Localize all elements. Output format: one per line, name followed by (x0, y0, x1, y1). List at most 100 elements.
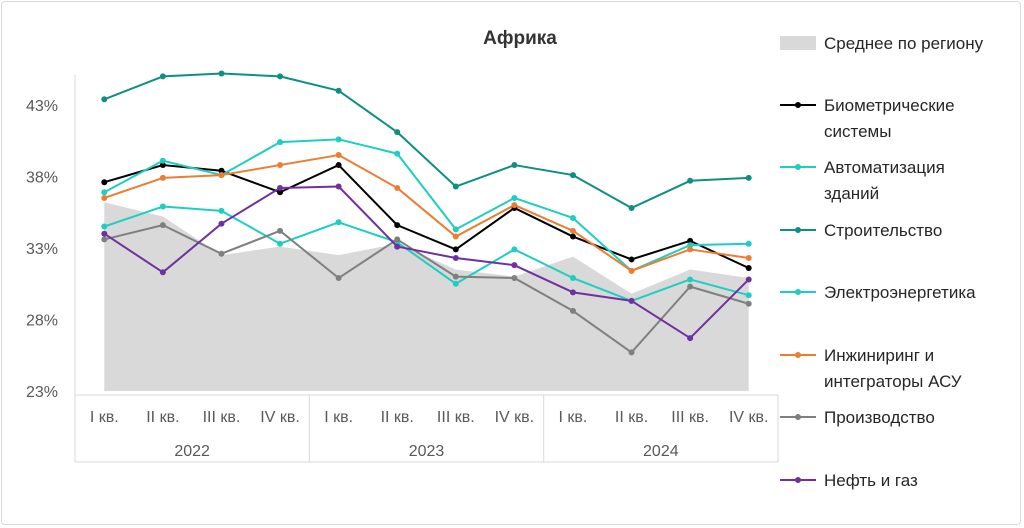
series-point (745, 255, 752, 262)
series-point (218, 172, 225, 179)
series-point (335, 162, 342, 169)
series-point (277, 139, 284, 146)
legend-swatch-point (795, 164, 801, 170)
series-point (511, 162, 518, 169)
x-tick-label: III кв. (671, 409, 709, 426)
legend-swatch-point (795, 227, 801, 233)
series-point (452, 246, 459, 253)
year-label: 2023 (409, 443, 445, 460)
series-point (745, 240, 752, 247)
series-point (101, 189, 108, 196)
legend-label: Производство (824, 408, 935, 427)
series-line (104, 224, 749, 354)
series-point (101, 96, 108, 103)
series-point (452, 226, 459, 233)
series-point (569, 307, 576, 314)
series-point (159, 222, 166, 229)
series-point (452, 255, 459, 262)
legend-label: Среднее по региону (824, 34, 984, 53)
series-point (687, 177, 694, 184)
series-line (104, 164, 750, 269)
series-point (452, 233, 459, 240)
legend-swatch-point (795, 477, 801, 483)
series-point (745, 265, 752, 272)
series-point (159, 203, 166, 210)
y-tick-label: 38% (26, 170, 58, 187)
series-point (159, 269, 166, 276)
series-point (628, 349, 635, 356)
series-point (687, 246, 694, 253)
series-point (687, 335, 694, 342)
x-tick-label: IV кв. (495, 409, 535, 426)
series-point (745, 276, 752, 283)
series-point (101, 194, 108, 201)
x-tick-label: IV кв. (260, 409, 300, 426)
legend-swatch-point (795, 414, 801, 420)
legend-label: зданий (824, 184, 879, 203)
legend-swatch-point (795, 102, 801, 108)
series-point (394, 236, 401, 243)
series-point (628, 256, 635, 263)
x-tick-label: I кв. (559, 409, 588, 426)
series-group (101, 183, 752, 342)
series-point (394, 184, 401, 191)
series-point (569, 233, 576, 240)
series-point (218, 70, 225, 77)
legend-label: Инжиниринг и (824, 346, 934, 365)
series-point (159, 157, 166, 164)
series-group (101, 222, 752, 356)
x-tick-label: I кв. (90, 409, 119, 426)
x-tick-label: III кв. (203, 409, 241, 426)
legend-label: Автоматизация (824, 158, 945, 177)
series-point (277, 189, 284, 196)
average-area (104, 202, 749, 391)
legend-swatch-point (795, 352, 801, 358)
series-point (277, 162, 284, 169)
x-tick-label: IV кв. (729, 409, 769, 426)
series-point (277, 227, 284, 234)
series-point (452, 280, 459, 287)
series-point (335, 152, 342, 159)
legend-swatch-point (795, 289, 801, 295)
series-point (218, 220, 225, 227)
series-line (103, 185, 750, 340)
year-label: 2024 (643, 443, 679, 460)
x-tick-label: II кв. (615, 409, 648, 426)
series-point (394, 222, 401, 229)
series-point (687, 283, 694, 290)
legend-label: Нефть и газ (824, 471, 918, 490)
x-tick-label: II кв. (146, 409, 179, 426)
series-point (687, 242, 694, 249)
series-point (569, 275, 576, 282)
y-tick-label: 23% (26, 384, 58, 401)
series-point (628, 297, 635, 304)
series-point (394, 150, 401, 157)
legend-label: Биометрические (824, 96, 955, 115)
y-tick-label: 43% (26, 98, 58, 115)
series-point (218, 167, 225, 174)
series-point (159, 174, 166, 181)
legend-label: Электроэнергетика (824, 283, 976, 302)
series-point (159, 73, 166, 80)
year-label: 2022 (174, 443, 210, 460)
series-layer (101, 70, 752, 356)
y-tick-label: 28% (26, 313, 58, 330)
series-point (335, 87, 342, 94)
series-group (101, 162, 752, 272)
y-tick-label: 33% (26, 241, 58, 258)
series-point (569, 289, 576, 296)
series-point (511, 194, 518, 201)
series-line (103, 72, 749, 209)
series-line (103, 154, 749, 272)
series-point (569, 227, 576, 234)
series-point (394, 243, 401, 250)
x-tick-label: III кв. (437, 409, 475, 426)
series-point (628, 267, 635, 274)
series-point (101, 236, 108, 243)
series-point (745, 174, 752, 181)
series-point (687, 276, 694, 283)
series-point (101, 179, 108, 186)
series-point (511, 262, 518, 269)
series-point (101, 230, 108, 237)
